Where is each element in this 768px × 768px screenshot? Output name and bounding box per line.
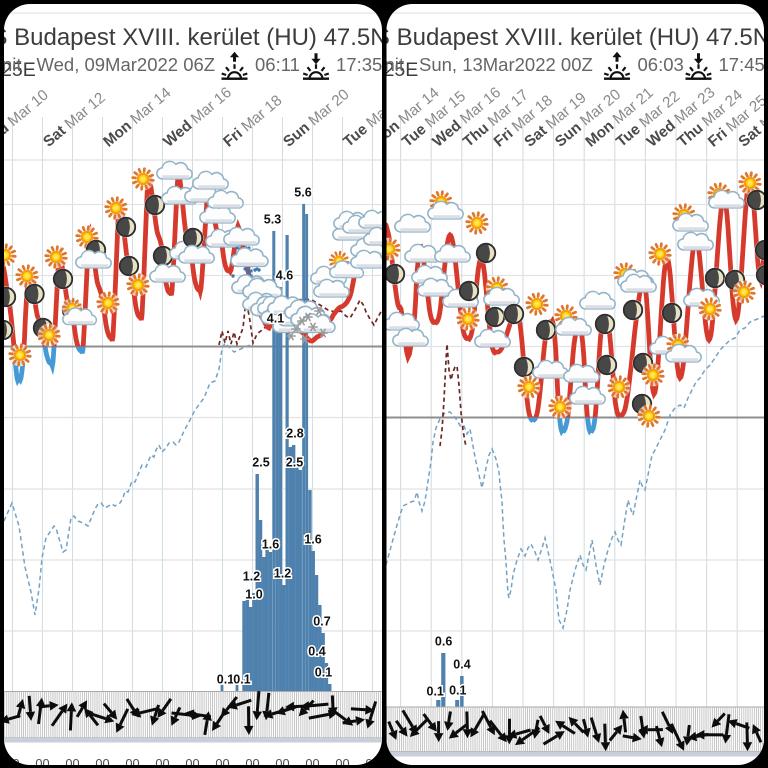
svg-text:00: 00 [125, 756, 139, 768]
svg-text:4.6: 4.6 [276, 269, 293, 283]
svg-text:2.5: 2.5 [286, 456, 303, 470]
svg-text:5.3: 5.3 [264, 213, 281, 227]
svg-text:0.1: 0.1 [217, 673, 234, 687]
svg-text:0.7: 0.7 [313, 615, 330, 629]
svg-text:00: 00 [215, 756, 229, 768]
svg-text:1.6: 1.6 [304, 533, 321, 547]
svg-text:00: 00 [35, 756, 49, 768]
svg-text:GFS init: GFS init [0, 54, 22, 75]
svg-text:0.1: 0.1 [315, 666, 332, 680]
svg-text:1.2: 1.2 [274, 567, 291, 581]
svg-text:GFS Budapest XVIII. kerület (H: GFS Budapest XVIII. kerület (HU) 47.5N 1… [341, 24, 768, 51]
svg-text:Wed, 09Mar2022 06Z: Wed, 09Mar2022 06Z [37, 54, 216, 75]
svg-text:06:11: 06:11 [255, 54, 300, 75]
svg-text:Sun, 13Mar2022 00Z: Sun, 13Mar2022 00Z [419, 54, 593, 75]
svg-text:00: 00 [275, 756, 289, 768]
svg-text:0.4: 0.4 [308, 645, 325, 659]
svg-text:00: 00 [305, 756, 319, 768]
svg-text:00: 00 [65, 756, 79, 768]
svg-text:00: 00 [335, 756, 349, 768]
svg-text:0.6: 0.6 [435, 635, 452, 649]
svg-text:25E: 25E [384, 59, 419, 81]
svg-text:0.1: 0.1 [449, 684, 466, 698]
svg-text:2.5: 2.5 [252, 456, 269, 470]
svg-text:GFS init: GFS init [337, 54, 404, 75]
svg-text:17:35: 17:35 [336, 54, 382, 75]
svg-text:1.2: 1.2 [243, 570, 260, 584]
svg-text:GFS Budapest XVIII. kerület (H: GFS Budapest XVIII. kerület (HU) 47.5N 1… [0, 24, 428, 51]
svg-text:17:45: 17:45 [719, 54, 765, 75]
svg-text:0.1: 0.1 [233, 673, 250, 687]
svg-text:00: 00 [155, 756, 169, 768]
svg-text:06:03: 06:03 [638, 54, 684, 75]
svg-text:4.1: 4.1 [267, 312, 284, 326]
svg-text:00: 00 [245, 756, 259, 768]
svg-text:00: 00 [95, 756, 109, 768]
svg-text:25E: 25E [1, 59, 36, 81]
svg-text:1.6: 1.6 [262, 538, 279, 552]
svg-text:1.0: 1.0 [245, 588, 262, 602]
svg-text:5.6: 5.6 [294, 186, 311, 200]
svg-text:0.1: 0.1 [427, 685, 444, 699]
svg-text:00: 00 [185, 756, 199, 768]
svg-text:2.8: 2.8 [286, 427, 303, 441]
svg-text:0.4: 0.4 [453, 658, 470, 672]
